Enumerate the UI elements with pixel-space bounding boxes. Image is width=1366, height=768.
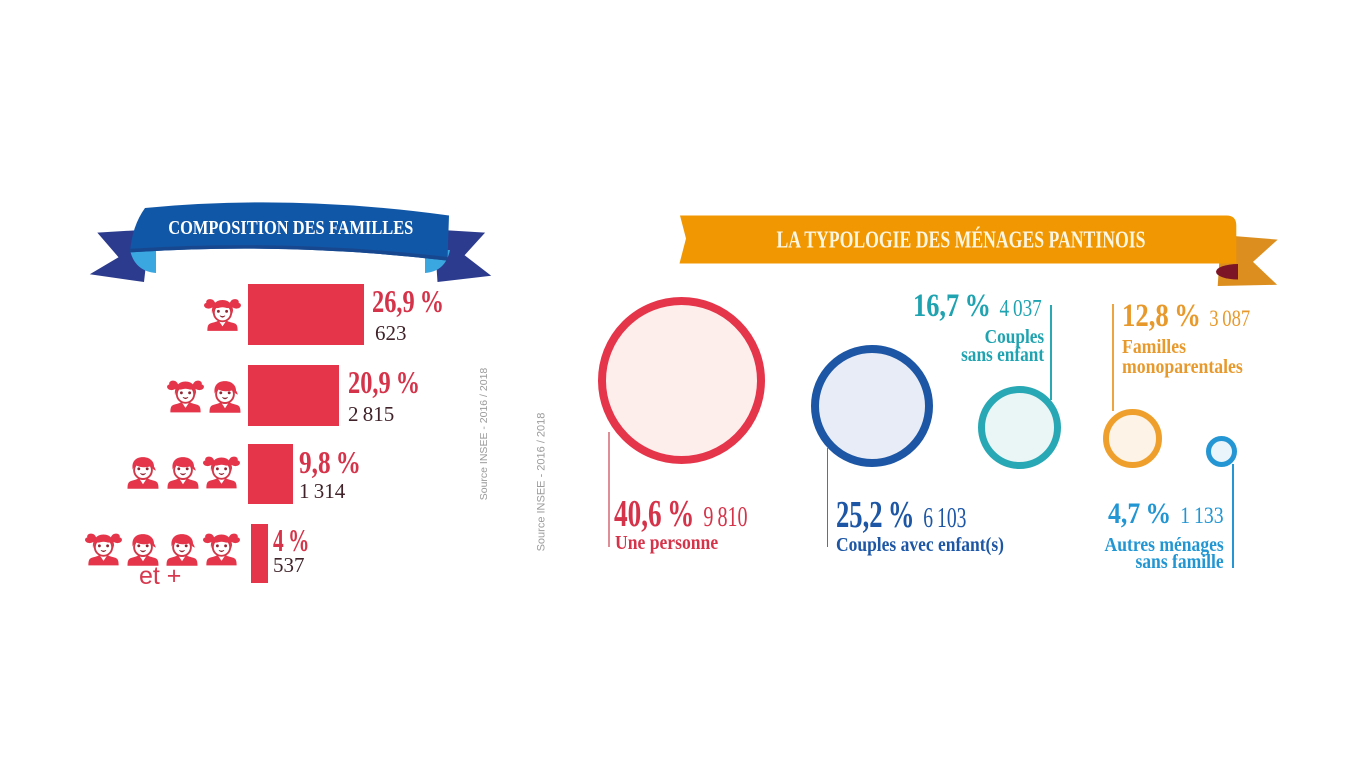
svg-text:COMPOSITION DES FAMILLES: COMPOSITION DES FAMILLES bbox=[168, 217, 413, 239]
svg-text:LA TYPOLOGIE DES MÉNAGES PANTI: LA TYPOLOGIE DES MÉNAGES PANTINOIS bbox=[777, 228, 1146, 254]
